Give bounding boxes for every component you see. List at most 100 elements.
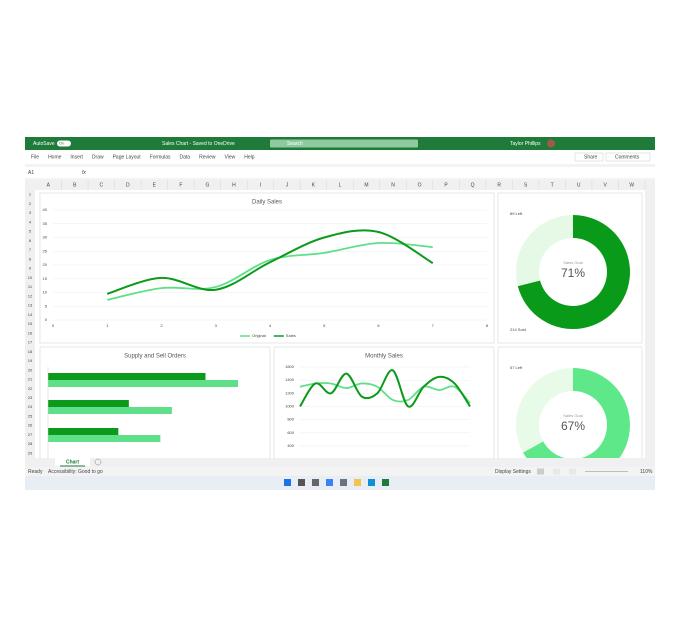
fx[interactable]: fx	[82, 170, 86, 176]
menu-item[interactable]: View	[225, 154, 236, 160]
widgets-icon[interactable]	[326, 479, 333, 486]
row-header[interactable]: 16	[28, 330, 33, 335]
row-header[interactable]: 21	[28, 377, 33, 382]
sheet-tab[interactable]	[55, 458, 90, 466]
search-icon[interactable]	[298, 479, 305, 486]
column-header[interactable]: F	[179, 182, 182, 188]
row-header[interactable]: 23	[28, 395, 33, 400]
sheet-tab-label[interactable]: Chart	[66, 459, 79, 465]
y-tick-label: 600	[287, 430, 294, 435]
autosave[interactable]: AutoSave	[33, 141, 55, 147]
taskview-icon[interactable]	[312, 479, 319, 486]
row-header[interactable]: 4	[29, 219, 32, 224]
row-header[interactable]: 24	[28, 404, 33, 409]
row-header[interactable]: 25	[28, 413, 33, 418]
row-header[interactable]: 3	[29, 210, 32, 215]
menu-item[interactable]: Help	[244, 154, 255, 160]
share-button[interactable]	[574, 152, 604, 162]
document-title[interactable]: Sales Chart - Saved to OneDrive	[162, 141, 235, 147]
column-header[interactable]: C	[99, 182, 103, 188]
search-box[interactable]	[270, 139, 418, 148]
column-header[interactable]: S	[524, 182, 528, 188]
column-header[interactable]: A	[47, 182, 51, 188]
display-settings[interactable]: Display Settings	[495, 469, 531, 475]
row-header[interactable]: 8	[29, 256, 32, 261]
column-header[interactable]: Q	[471, 182, 475, 188]
view-break[interactable]	[569, 468, 576, 475]
menu-item[interactable]: Formulas	[150, 154, 171, 160]
view-normal[interactable]	[537, 468, 544, 475]
comments[interactable]: Comments	[615, 154, 640, 160]
x-tick-label: 6	[377, 323, 380, 328]
column-header[interactable]: N	[391, 182, 395, 188]
row-header[interactable]: 27	[28, 432, 33, 437]
chart-frame[interactable]	[273, 346, 495, 462]
add-sheet[interactable]	[94, 458, 102, 466]
excel-icon[interactable]	[382, 479, 389, 486]
column-header[interactable]: H	[232, 182, 236, 188]
column-header[interactable]: E	[153, 182, 157, 188]
column-header[interactable]: P	[444, 182, 448, 188]
column-header[interactable]: U	[577, 182, 581, 188]
scrollbar[interactable]	[645, 190, 655, 458]
view-layout[interactable]	[553, 468, 560, 475]
edge-icon[interactable]	[368, 479, 375, 486]
row-header[interactable]: 26	[28, 423, 33, 428]
row-header[interactable]: 11	[28, 284, 33, 289]
column-header[interactable]: M	[364, 182, 368, 188]
column-header[interactable]: O	[418, 182, 422, 188]
column-header[interactable]: W	[629, 182, 634, 188]
explorer-icon[interactable]	[354, 479, 361, 486]
menu-item[interactable]: Insert	[70, 154, 83, 160]
row-header[interactable]: 6	[29, 238, 32, 243]
row-header[interactable]: 29	[28, 450, 33, 455]
column-header[interactable]: D	[126, 182, 130, 188]
legend-label: Original	[252, 333, 266, 338]
chat-icon[interactable]	[340, 479, 347, 486]
menu-item[interactable]: Page Layout	[113, 154, 142, 160]
status-accessibility[interactable]: Accessibility: Good to go	[48, 469, 103, 475]
row-header[interactable]: 20	[28, 367, 33, 372]
column-header[interactable]: K	[312, 182, 316, 188]
row-header[interactable]: 22	[28, 386, 33, 391]
comments-button[interactable]	[605, 152, 651, 162]
column-header[interactable]: T	[551, 182, 554, 188]
zoom[interactable]: 110%	[640, 469, 653, 475]
menu-item[interactable]: Home	[48, 154, 62, 160]
row-header[interactable]: 9	[29, 266, 32, 271]
column-header[interactable]: B	[73, 182, 77, 188]
start-icon[interactable]	[284, 479, 291, 486]
row-header[interactable]: 14	[28, 312, 33, 317]
row-header[interactable]: 19	[28, 358, 33, 363]
row-header[interactable]: 12	[28, 293, 33, 298]
row-header[interactable]: 7	[29, 247, 32, 252]
row-header[interactable]: 5	[29, 229, 32, 234]
column-header[interactable]: L	[339, 182, 342, 188]
autosave-toggle[interactable]	[57, 140, 71, 147]
name-box[interactable]: A1	[28, 170, 34, 176]
row-header[interactable]: 13	[28, 303, 33, 308]
row-header[interactable]: 17	[28, 340, 33, 345]
column-header[interactable]: J	[286, 182, 289, 188]
share[interactable]: Share	[584, 154, 598, 160]
x-tick-label: 3	[215, 323, 218, 328]
avatar[interactable]	[547, 139, 555, 148]
x-tick-label: 2	[160, 323, 163, 328]
row-header[interactable]: 18	[28, 349, 33, 354]
menu-item[interactable]: Review	[199, 154, 216, 160]
row-header[interactable]: 15	[28, 321, 33, 326]
column-header[interactable]: G	[205, 182, 209, 188]
column-header[interactable]: R	[497, 182, 501, 188]
row-header[interactable]: 1	[29, 192, 32, 197]
chart-frame[interactable]	[39, 192, 495, 344]
column-header[interactable]: V	[604, 182, 608, 188]
menu-item[interactable]: Draw	[92, 154, 104, 160]
row-header[interactable]: 2	[29, 201, 32, 206]
menu-item[interactable]: Data	[180, 154, 191, 160]
row-header[interactable]: 10	[28, 275, 33, 280]
x-tick-label: 0	[52, 323, 55, 328]
user-name[interactable]: Taylor Phillips	[510, 141, 541, 147]
menu-item[interactable]: File	[31, 154, 39, 160]
row-header[interactable]: 28	[28, 441, 33, 446]
column-header[interactable]: I	[260, 182, 261, 188]
